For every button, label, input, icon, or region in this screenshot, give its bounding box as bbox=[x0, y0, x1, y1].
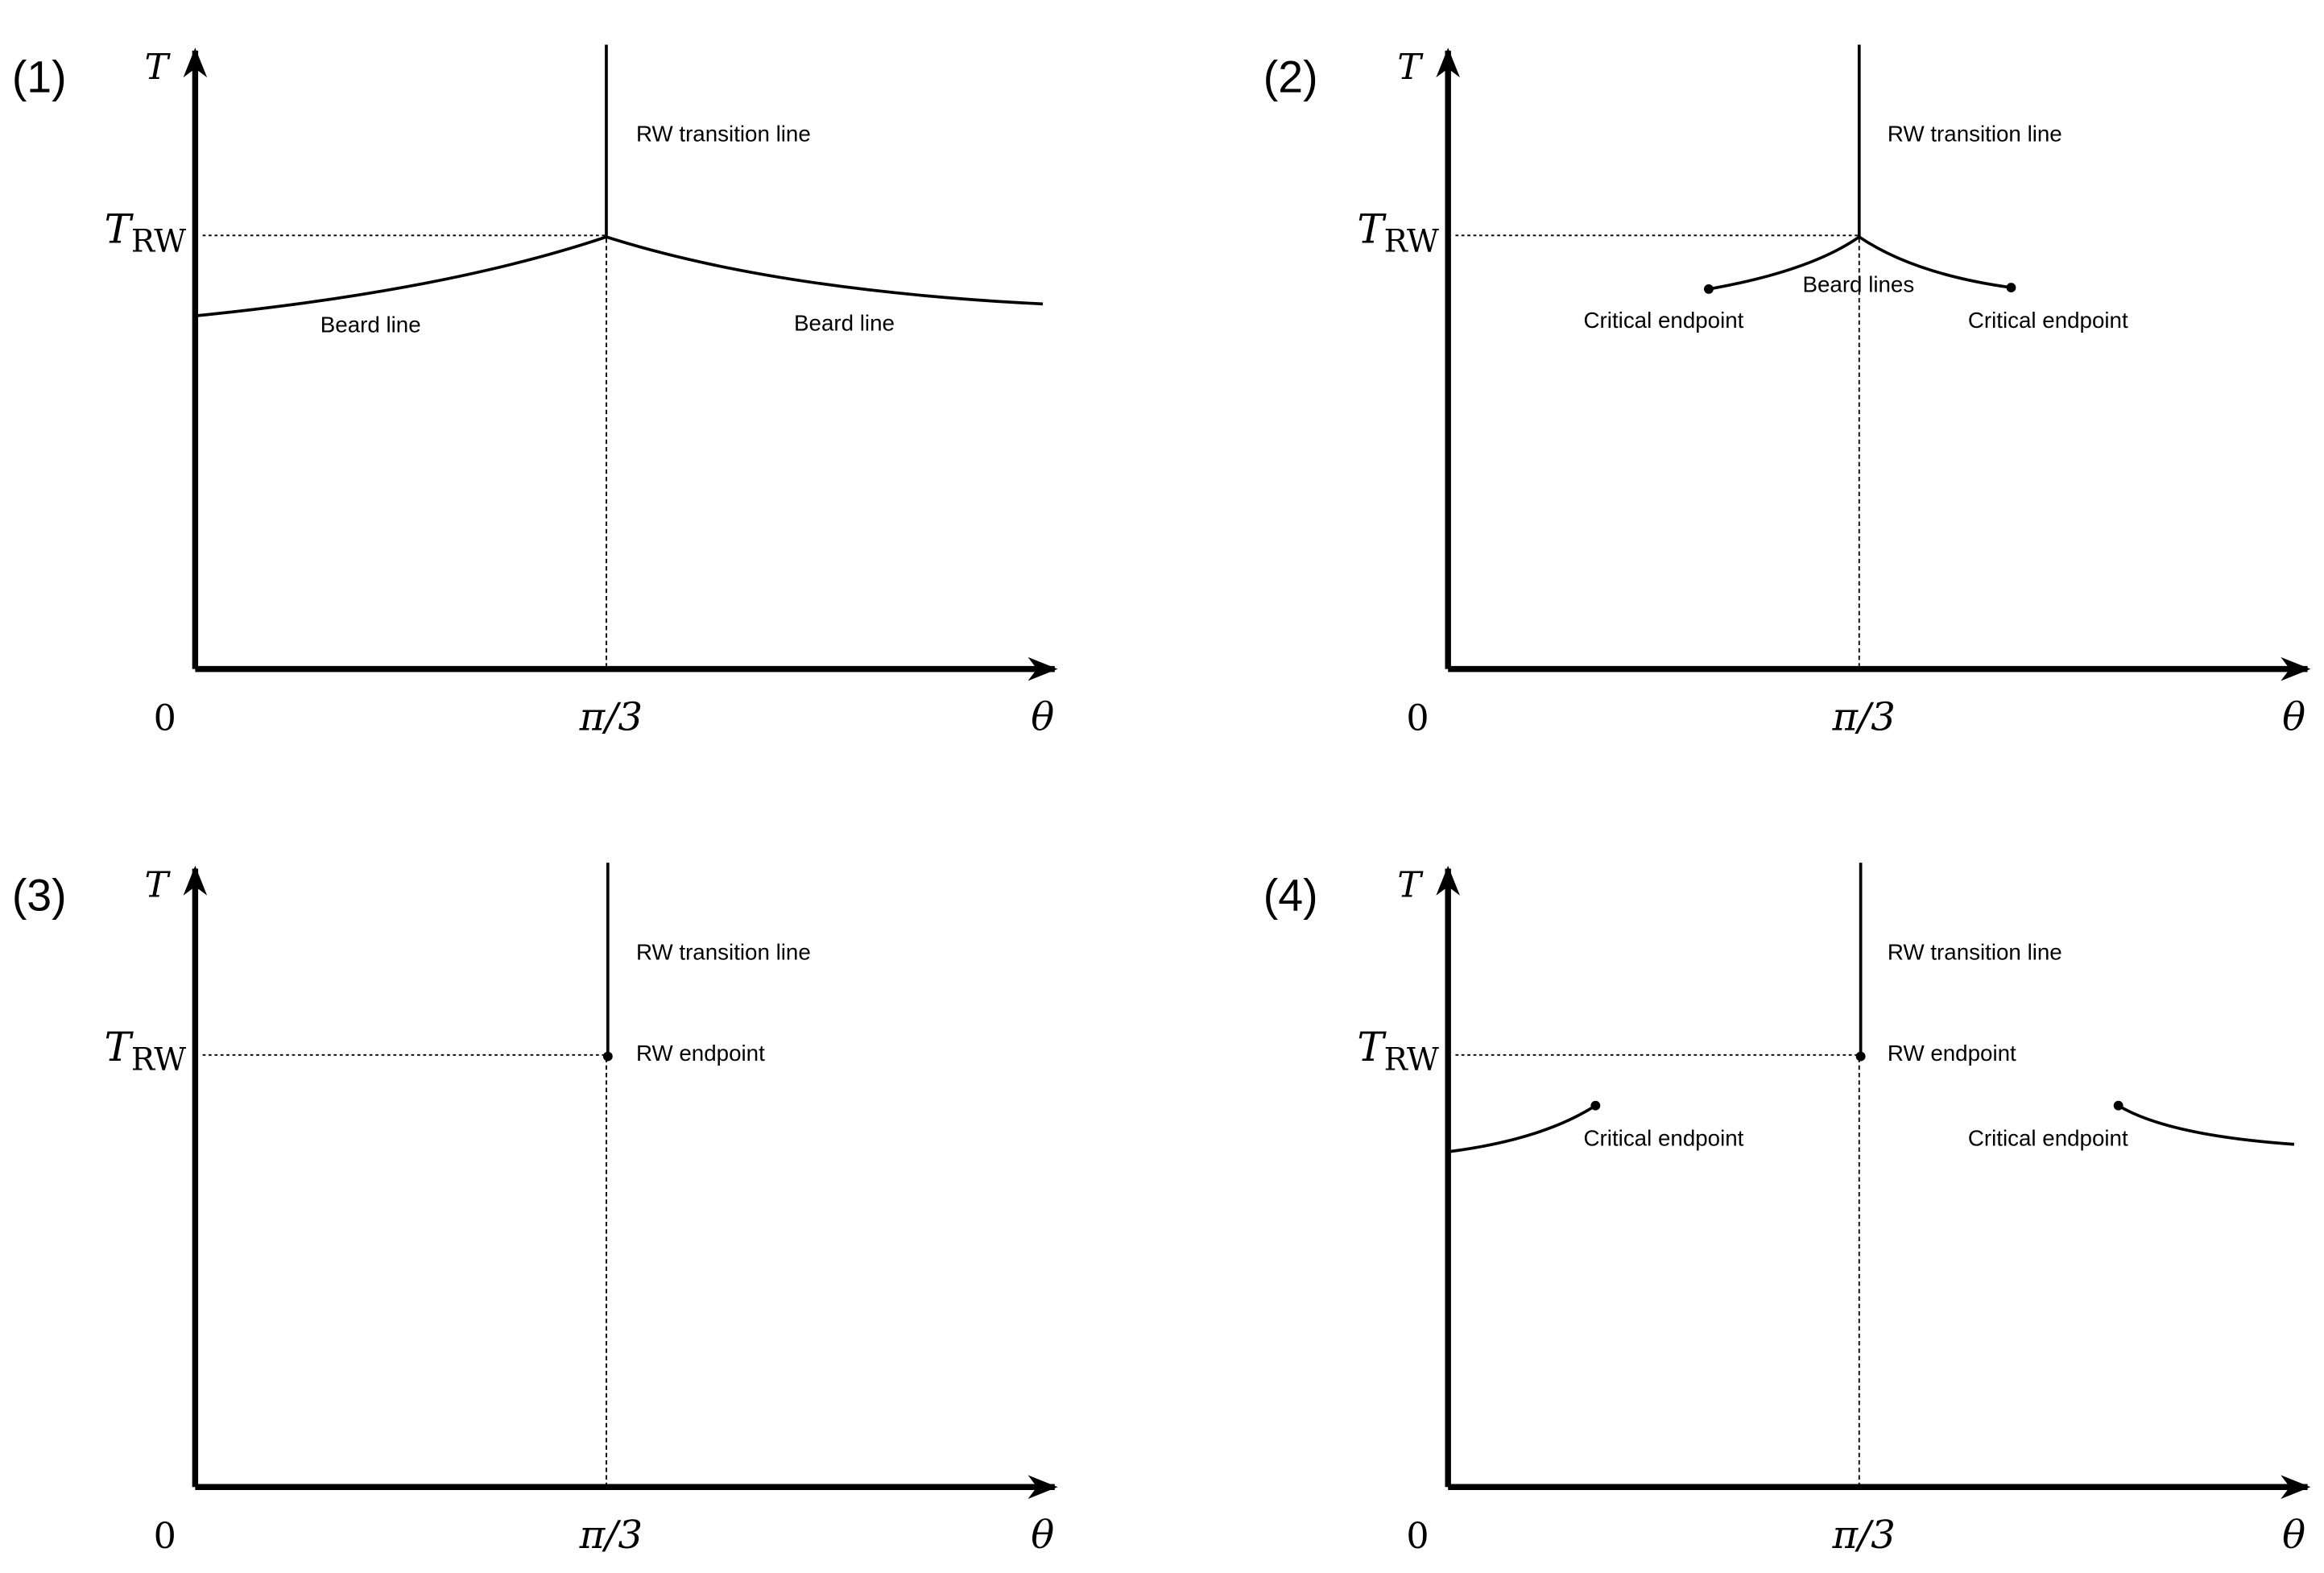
panel-3: (3) T TRW 0 π/3 θ RW transition line RW … bbox=[12, 863, 1058, 1558]
panel-1-beard-left-label: Beard line bbox=[320, 313, 421, 337]
panel-1-t-rw-label: TRW bbox=[105, 206, 187, 260]
panel-2-beard-line-right bbox=[1858, 235, 2012, 289]
panel-2: (2) T TRW 0 π/3 θ RW transition line Bea… bbox=[1263, 44, 2311, 739]
panel-2-beard-line-left bbox=[1708, 235, 1860, 291]
panel-2-beard-lines-label: Beard lines bbox=[1802, 272, 1914, 297]
panel-3-y-axis-label: T bbox=[144, 865, 171, 906]
panel-3-label: (3) bbox=[12, 870, 67, 920]
panel-2-origin-label: 0 bbox=[1406, 698, 1429, 739]
panel-4-y-axis-label: T bbox=[1397, 865, 1424, 906]
panel-2-label: (2) bbox=[1263, 52, 1318, 102]
panel-4-beard-line-left bbox=[1447, 1104, 1597, 1153]
panel-2-critical-right-label: Critical endpoint bbox=[1968, 308, 2128, 333]
panel-3-pi3-label: π/3 bbox=[579, 1513, 643, 1558]
panel-4-critical-endpoint-left-dot bbox=[1590, 1100, 1601, 1111]
panel-2-critical-endpoint-left-dot bbox=[1704, 284, 1714, 294]
panel-4-critical-endpoint-right-dot bbox=[2113, 1100, 2123, 1111]
panel-1-rw-transition-label: RW transition line bbox=[636, 122, 811, 147]
panel-4-critical-left-label: Critical endpoint bbox=[1584, 1126, 1744, 1151]
panel-1-beard-line-left bbox=[195, 235, 607, 318]
panel-4-rw-endpoint-dot bbox=[1855, 1051, 1866, 1062]
panel-1-pi3-label: π/3 bbox=[579, 694, 643, 739]
panel-1-y-axis-label: T bbox=[144, 47, 171, 88]
panel-4: (4) T TRW 0 π/3 θ RW transition line RW … bbox=[1263, 863, 2311, 1558]
panel-3-rw-endpoint-label: RW endpoint bbox=[636, 1041, 765, 1066]
panel-4-rw-endpoint-label: RW endpoint bbox=[1888, 1041, 2016, 1066]
panel-1-theta-label: θ bbox=[1031, 694, 1054, 739]
panel-2-critical-endpoint-right-dot bbox=[2006, 283, 2016, 292]
panel-4-critical-right-label: Critical endpoint bbox=[1968, 1126, 2128, 1151]
panel-2-critical-left-label: Critical endpoint bbox=[1584, 308, 1744, 333]
panel-2-theta-label: θ bbox=[2282, 694, 2305, 739]
panel-1-beard-line-right bbox=[606, 235, 1044, 306]
panel-2-rw-transition-label: RW transition line bbox=[1888, 122, 2062, 147]
panel-4-rw-transition-label: RW transition line bbox=[1888, 939, 2062, 964]
panel-3-origin-label: 0 bbox=[154, 1516, 176, 1557]
panel-3-theta-label: θ bbox=[1031, 1513, 1054, 1558]
panel-2-pi3-label: π/3 bbox=[1831, 694, 1895, 739]
panel-2-t-rw-label: TRW bbox=[1357, 206, 1439, 260]
panel-4-t-rw-label: TRW bbox=[1357, 1024, 1439, 1078]
panel-2-y-axis-label: T bbox=[1397, 47, 1424, 88]
panel-3-rw-transition-label: RW transition line bbox=[636, 939, 811, 964]
panel-1-beard-right-label: Beard line bbox=[794, 311, 895, 336]
panel-4-origin-label: 0 bbox=[1406, 1516, 1429, 1557]
panel-4-label: (4) bbox=[1263, 870, 1318, 920]
panel-4-theta-label: θ bbox=[2282, 1513, 2305, 1558]
panel-1-origin-label: 0 bbox=[154, 698, 176, 739]
panel-4-beard-line-right bbox=[2117, 1104, 2295, 1146]
panel-1: (1) T TRW 0 π/3 θ RW transition line Bea… bbox=[12, 44, 1058, 739]
panel-4-pi3-label: π/3 bbox=[1831, 1513, 1895, 1558]
panel-3-t-rw-label: TRW bbox=[105, 1024, 187, 1078]
panel-1-label: (1) bbox=[12, 52, 67, 102]
panel-3-rw-endpoint-dot bbox=[602, 1051, 613, 1062]
